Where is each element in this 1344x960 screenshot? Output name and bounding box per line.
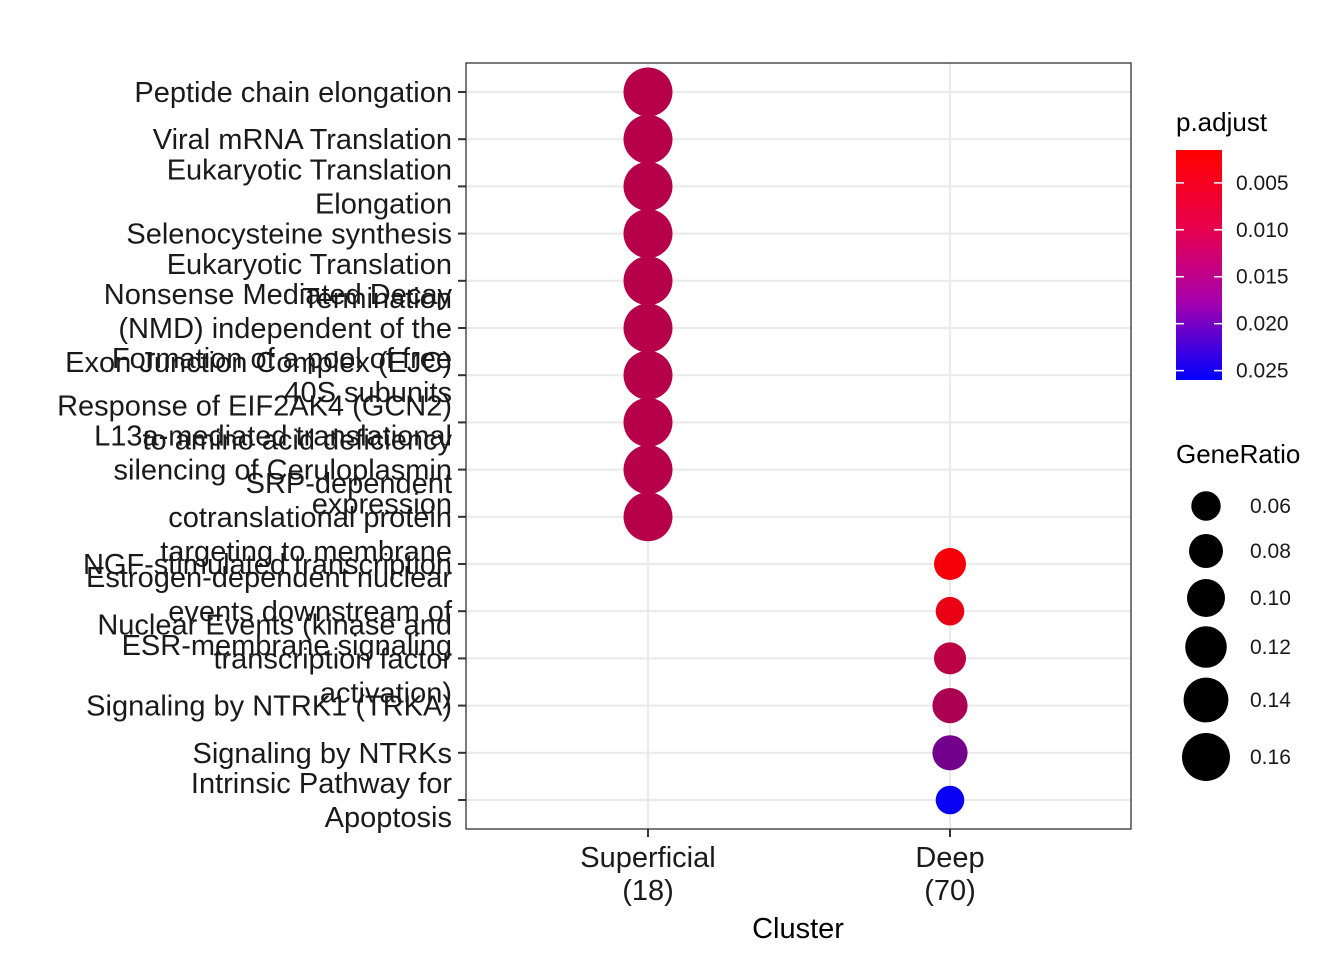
y-tick-label-line: Formation of a pool of free (112, 343, 452, 375)
plot-panel (466, 63, 1131, 829)
size-legend-key (1183, 677, 1229, 723)
y-tick-label-line: Selenocysteine synthesis (126, 219, 452, 251)
y-tick-label-line: cotranslational protein (168, 502, 452, 534)
y-tick-label: Estrogen-dependent nuclear events downstr… (86, 562, 453, 662)
y-tick-label-line: Elongation (315, 188, 452, 220)
color-legend-label: 0.020 (1236, 313, 1289, 336)
y-tick-label-line: SRP-dependent (246, 468, 452, 500)
y-tick-label-line: 40S subunits (284, 377, 452, 409)
y-tick-label-line: events downstream of (168, 596, 453, 628)
y-tick-label-line: activation) (320, 677, 452, 709)
y-tick-label: NGF-stimulated transcription (83, 549, 452, 581)
x-axis-title: Cluster (752, 913, 844, 945)
size-legend-key (1182, 733, 1230, 781)
y-tick-label-line: Intrinsic Pathway for (191, 768, 452, 800)
y-tick-label-line: Estrogen-dependent nuclear (86, 562, 452, 594)
data-point (623, 209, 673, 259)
data-point (932, 735, 968, 771)
data-point (623, 397, 673, 447)
y-tick-label: Peptide chain elongation (134, 77, 452, 109)
x-tick-label: Deep (915, 842, 984, 874)
y-tick-label-line: Signaling by NTRK1 (TRKA) (86, 691, 452, 723)
data-point (623, 445, 673, 495)
size-legend-label: 0.06 (1250, 495, 1291, 518)
y-tick-label: Eukaryotic Translation Termination (167, 249, 452, 315)
data-point (934, 548, 966, 580)
size-legend-label: 0.10 (1250, 587, 1291, 610)
y-tick-label-line: L13a-mediated translational (94, 421, 452, 453)
x-tick-label: Superficial (580, 842, 715, 874)
y-tick-label: Eukaryotic Translation Elongation (167, 154, 452, 220)
data-point (623, 303, 673, 353)
y-tick-label-line: Viral mRNA Translation (153, 124, 452, 156)
size-legend-key (1191, 491, 1221, 521)
y-tick-label-line: Nonsense Mediated Decay (104, 279, 453, 311)
color-legend-label: 0.005 (1236, 172, 1289, 195)
y-tick-label-line: silencing of Ceruloplasmin (114, 455, 453, 487)
y-tick-label: Formation of a pool of free 40S subunits (112, 343, 452, 409)
y-tick-label: L13a-mediated translational silencing of … (94, 421, 452, 521)
y-tick-label: Nuclear Events (kinase and transcription … (97, 609, 452, 709)
color-legend-title: p.adjust (1176, 107, 1268, 137)
size-legend-key (1189, 534, 1223, 568)
size-legend-key (1185, 626, 1227, 668)
size-legend-label: 0.16 (1250, 746, 1291, 769)
y-tick-label: Nonsense Mediated Decay (NMD) independent… (65, 279, 452, 379)
y-tick-label: Signaling by NTRK1 (TRKA) (86, 691, 452, 723)
y-tick-label-line: Signaling by NTRKs (193, 738, 453, 770)
y-tick-label-line: Eukaryotic Translation (167, 154, 452, 186)
color-legend-label: 0.015 (1236, 266, 1289, 289)
y-tick-label: Response of EIF2AK4 (GCN2) to amino acid … (57, 390, 452, 456)
y-tick-label: SRP-dependent cotranslational protein targ… (160, 468, 452, 568)
data-point (623, 161, 673, 211)
x-tick-label: (70) (924, 875, 976, 907)
y-tick-label-line: to amino acid deficiency (143, 424, 453, 456)
size-legend-label: 0.08 (1250, 540, 1291, 563)
y-tick-label-line: (NMD) independent of the (118, 313, 452, 345)
y-tick-label-line: Nuclear Events (kinase and (97, 609, 452, 641)
y-tick-label: Selenocysteine synthesis (126, 219, 452, 251)
data-point (623, 114, 673, 164)
y-tick-label-line: transcription factor (213, 643, 452, 675)
color-legend-label: 0.010 (1236, 219, 1289, 242)
size-legend-label: 0.14 (1250, 689, 1291, 712)
y-tick-label-line: ESR-membrane signaling (122, 630, 452, 662)
y-tick-label-line: Exon Junction Complex (EJC) (65, 347, 452, 379)
x-tick-label: (18) (622, 875, 674, 907)
data-point (932, 688, 968, 724)
y-tick-label-line: Apoptosis (325, 802, 452, 834)
size-legend-title: GeneRatio (1176, 439, 1300, 469)
y-tick-label-line: NGF-stimulated transcription (83, 549, 452, 581)
data-point (623, 350, 673, 400)
y-tick-label-line: expression (312, 489, 452, 521)
color-legend-label: 0.025 (1236, 360, 1289, 383)
size-legend-key (1187, 579, 1225, 617)
data-point (934, 642, 966, 675)
data-point (935, 596, 965, 626)
data-point (623, 492, 673, 542)
y-tick-label: Viral mRNA Translation (153, 124, 452, 156)
data-point (623, 256, 673, 306)
color-legend-bar (1176, 150, 1222, 380)
size-legend-label: 0.12 (1250, 636, 1291, 659)
y-tick-label-line: Eukaryotic Translation (167, 249, 452, 281)
y-tick-label: Intrinsic Pathway for Apoptosis (191, 768, 452, 834)
data-point (935, 785, 965, 815)
y-tick-label-line: Termination (302, 283, 452, 315)
y-tick-label-line: targeting to membrane (160, 536, 452, 568)
y-tick-label: Signaling by NTRKs (193, 738, 453, 770)
data-point (623, 67, 673, 117)
plot-border (465, 62, 1132, 830)
y-tick-label-line: Response of EIF2AK4 (GCN2) (57, 390, 452, 422)
y-tick-label-line: Peptide chain elongation (134, 77, 452, 109)
